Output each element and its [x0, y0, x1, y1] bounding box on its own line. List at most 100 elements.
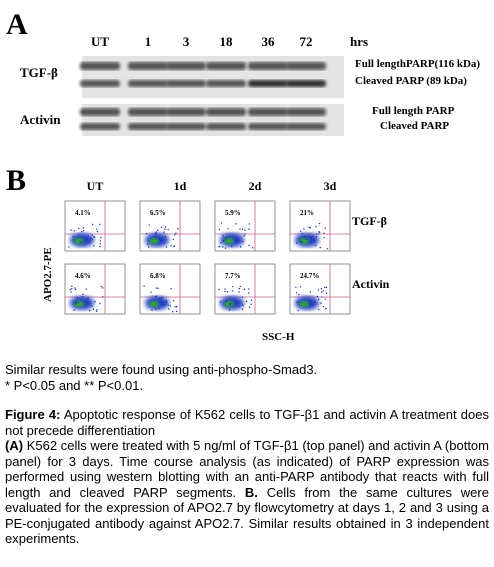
- panel-label: A: [6, 8, 28, 41]
- cell-dot: [250, 303, 252, 305]
- cell-dot: [167, 304, 169, 306]
- cell-dot: [298, 293, 300, 296]
- cell-dot: [219, 245, 221, 248]
- band: [166, 62, 206, 70]
- cell-dot: [243, 235, 245, 237]
- cell-dot: [172, 238, 175, 241]
- column-label: 3d: [324, 179, 337, 193]
- cell-dot: [228, 309, 231, 311]
- cell-dot: [96, 228, 98, 230]
- band: [206, 123, 246, 130]
- cell-dot: [322, 305, 325, 308]
- cell-dot: [175, 232, 177, 235]
- cell-dot: [100, 285, 103, 288]
- cell-dot: [231, 245, 233, 247]
- band: [286, 108, 326, 116]
- cell-dot: [158, 237, 161, 240]
- cell-dot: [320, 288, 323, 290]
- cell-dot: [237, 239, 239, 242]
- cell-dot: [238, 291, 240, 293]
- cell-dot: [174, 306, 176, 308]
- cell-dot: [173, 245, 175, 248]
- cell-dot: [72, 235, 74, 238]
- cell-core: [299, 301, 309, 307]
- cell-dot: [242, 304, 244, 306]
- cell-dot: [241, 296, 244, 298]
- cell-dot: [99, 245, 101, 248]
- cell-dot: [309, 306, 311, 308]
- cell-dot: [96, 230, 99, 233]
- cell-dot: [172, 299, 175, 302]
- band: [248, 108, 288, 116]
- cell-dot: [154, 308, 157, 310]
- cell-dot: [93, 236, 96, 238]
- band: [128, 123, 168, 130]
- cell-dot: [143, 285, 145, 287]
- cell-dot: [155, 233, 158, 235]
- cell-dot: [87, 297, 89, 300]
- cell-dot: [102, 287, 104, 289]
- cell-dot: [238, 305, 240, 307]
- cell-dot: [324, 286, 326, 289]
- lane-label: UT: [91, 34, 109, 49]
- band: [286, 123, 326, 130]
- lane-label: 1: [145, 34, 152, 49]
- cell-dot: [295, 292, 298, 294]
- caption-heading: Figure 4: Apoptotic response of K562 cel…: [5, 407, 489, 438]
- cell-dot: [245, 300, 248, 303]
- caption: Figure 4: Apoptotic response of K562 cel…: [5, 407, 489, 547]
- cell-dot: [162, 304, 164, 306]
- cell-dot: [99, 303, 101, 305]
- cell-dot: [92, 308, 95, 311]
- figure: A hrs APO2.7-PE SSC-H B UT 1 3 18 36 72 TGF-β F…: [6, 8, 480, 343]
- cell-dot: [295, 242, 298, 244]
- cell-dot: [69, 288, 71, 291]
- cell-dot: [99, 223, 101, 226]
- cell-dot: [225, 236, 227, 239]
- band: [206, 80, 246, 87]
- column-label: UT: [87, 179, 104, 193]
- band-label: Cleaved PARP (89 kDa): [355, 75, 467, 87]
- band: [248, 62, 288, 70]
- cell-dot: [92, 223, 94, 226]
- cell-dot: [150, 291, 152, 293]
- cell-core: [74, 238, 84, 244]
- cell-dot: [172, 310, 174, 313]
- cell-dot: [231, 285, 234, 288]
- cell-dot: [325, 307, 327, 310]
- cell-dot: [295, 286, 297, 288]
- cell-dot: [220, 222, 223, 224]
- cell-dot: [241, 308, 244, 311]
- cell-dot: [88, 309, 91, 312]
- cell-dot: [147, 246, 150, 248]
- cell-dot: [248, 228, 250, 230]
- cell-dot: [169, 305, 172, 307]
- cell-dot: [318, 222, 321, 225]
- cell-dot: [165, 300, 168, 302]
- cell-dot: [220, 242, 222, 244]
- cell-dot: [68, 246, 70, 248]
- cell-dot: [165, 301, 168, 304]
- cell-dot: [309, 299, 311, 302]
- band: [80, 108, 120, 116]
- cell-core: [149, 238, 159, 244]
- cell-dot: [318, 308, 320, 311]
- cell-dot: [231, 290, 234, 292]
- notes: Similar results were found using anti-ph…: [5, 362, 489, 393]
- row-label: Activin: [352, 277, 390, 291]
- cell-dot: [165, 246, 168, 248]
- cell-dot: [99, 240, 102, 242]
- label: (A): [5, 438, 24, 453]
- cell-dot: [310, 236, 312, 239]
- cell-dot: [81, 240, 83, 243]
- cell-dot: [248, 292, 250, 294]
- cell-core: [224, 238, 234, 244]
- cell-dot: [239, 228, 241, 230]
- cell-dot: [91, 305, 93, 307]
- cell-dot: [163, 231, 165, 233]
- cell-dot: [315, 235, 318, 238]
- cell-dot: [224, 288, 226, 290]
- cell-dot: [248, 306, 251, 309]
- cell-dot: [81, 296, 84, 298]
- cell-dot: [248, 223, 251, 225]
